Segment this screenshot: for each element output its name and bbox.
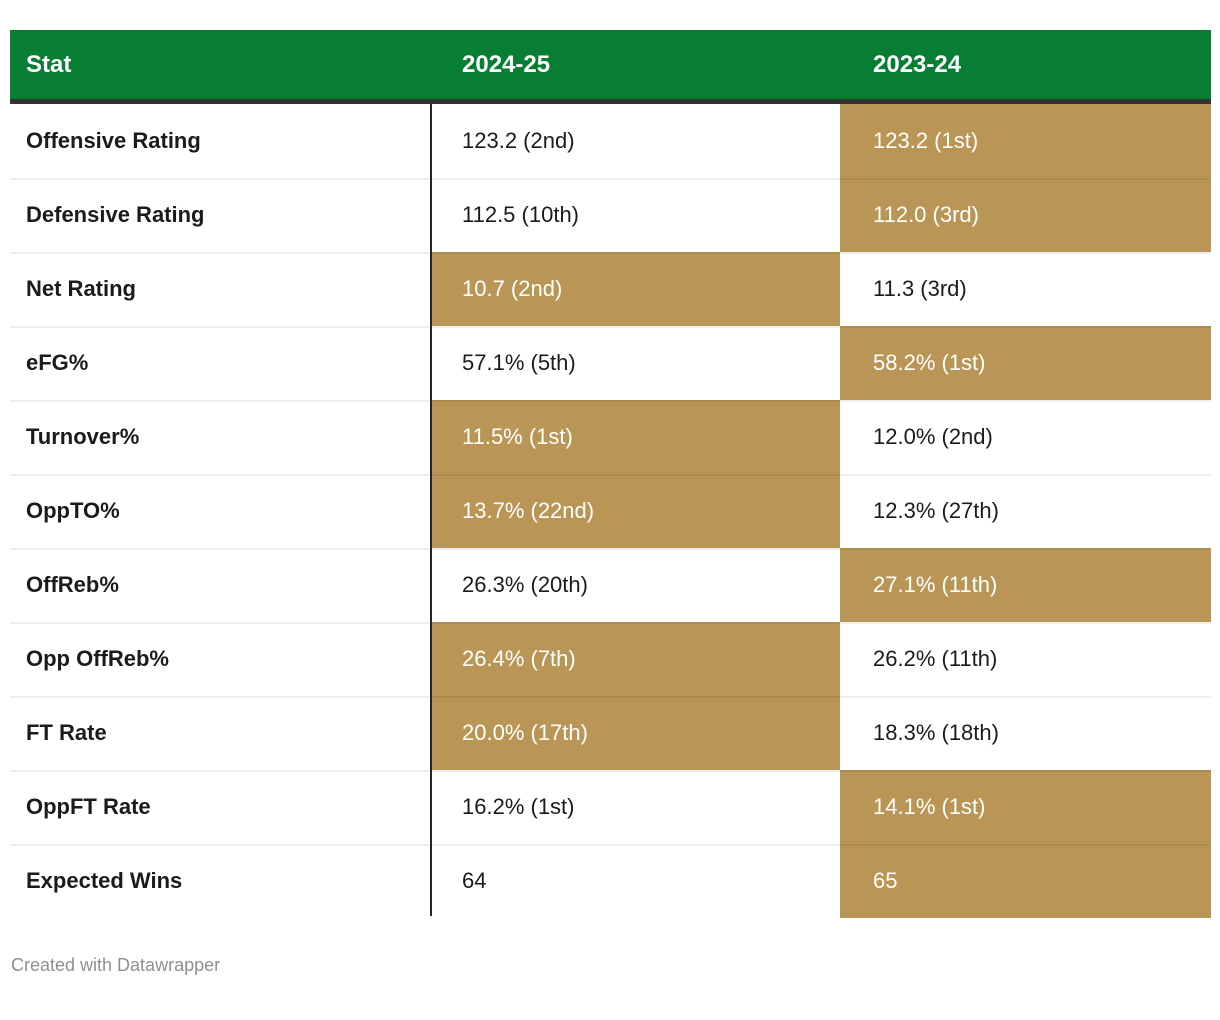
table-row: FT Rate 20.0% (17th) 18.3% (18th) bbox=[10, 696, 1211, 770]
value-cell-2023-24: 27.1% (11th) bbox=[840, 548, 1211, 622]
table-body: Offensive Rating 123.2 (2nd) 123.2 (1st)… bbox=[10, 104, 1211, 918]
stat-cell: OppFT Rate bbox=[10, 770, 431, 844]
stat-cell: Defensive Rating bbox=[10, 178, 431, 252]
value-cell-2023-24: 112.0 (3rd) bbox=[840, 178, 1211, 252]
value-cell-2023-24: 58.2% (1st) bbox=[840, 326, 1211, 400]
table-row: Opp OffReb% 26.4% (7th) 26.2% (11th) bbox=[10, 622, 1211, 696]
stat-cell: OppTO% bbox=[10, 474, 431, 548]
stat-cell: Opp OffReb% bbox=[10, 622, 431, 696]
stat-cell: Net Rating bbox=[10, 252, 431, 326]
value-cell-2024-25: 26.3% (20th) bbox=[431, 548, 840, 622]
table-row: OppTO% 13.7% (22nd) 12.3% (27th) bbox=[10, 474, 1211, 548]
table-row: eFG% 57.1% (5th) 58.2% (1st) bbox=[10, 326, 1211, 400]
column-header-2023-24: 2023-24 bbox=[873, 50, 962, 78]
value-cell-2023-24: 18.3% (18th) bbox=[840, 696, 1211, 770]
value-cell-2024-25: 20.0% (17th) bbox=[431, 696, 840, 770]
value-cell-2024-25: 13.7% (22nd) bbox=[431, 474, 840, 548]
value-cell-2024-25: 112.5 (10th) bbox=[431, 178, 840, 252]
table-row: Expected Wins 64 65 bbox=[10, 844, 1211, 918]
column-divider-line bbox=[430, 104, 432, 916]
datawrapper-credit: Created with Datawrapper bbox=[11, 955, 221, 975]
stat-cell: Offensive Rating bbox=[26, 128, 201, 153]
table-row: Net Rating 10.7 (2nd) 11.3 (3rd) bbox=[10, 252, 1211, 326]
value-cell-2024-25: 11.5% (1st) bbox=[431, 400, 840, 474]
table-row: OppFT Rate 16.2% (1st) 14.1% (1st) bbox=[10, 770, 1211, 844]
value-cell-2023-24: 123.2 (1st) bbox=[840, 104, 1211, 178]
stat-cell: FT Rate bbox=[10, 696, 431, 770]
stat-cell: Turnover% bbox=[10, 400, 431, 474]
value-cell-2023-24: 12.0% (2nd) bbox=[840, 400, 1211, 474]
stat-cell: Expected Wins bbox=[10, 844, 431, 918]
table-row: Defensive Rating 112.5 (10th) 112.0 (3rd… bbox=[10, 178, 1211, 252]
value-cell-2024-25: 16.2% (1st) bbox=[431, 770, 840, 844]
table-header: Stat 2024-25 2023-24 bbox=[10, 30, 1211, 99]
value-cell-2024-25: 123.2 (2nd) bbox=[462, 128, 575, 153]
value-cell-2024-25: 10.7 (2nd) bbox=[431, 252, 840, 326]
value-cell-2023-24: 65 bbox=[840, 844, 1211, 918]
column-header-2024-25: 2024-25 bbox=[462, 50, 551, 78]
stat-cell: eFG% bbox=[10, 326, 431, 400]
stat-cell: OffReb% bbox=[10, 548, 431, 622]
value-cell-2024-25: 57.1% (5th) bbox=[431, 326, 840, 400]
stats-table: Stat 2024-25 2023-24 Offensive Rating 12… bbox=[10, 30, 1211, 918]
header-underline bbox=[10, 99, 1211, 104]
table-row: OffReb% 26.3% (20th) 27.1% (11th) bbox=[10, 548, 1211, 622]
value-cell-2023-24: 26.2% (11th) bbox=[840, 622, 1211, 696]
column-header-stat: Stat bbox=[26, 50, 72, 78]
value-cell-2023-24: 12.3% (27th) bbox=[840, 474, 1211, 548]
value-cell-2023-24: 14.1% (1st) bbox=[840, 770, 1211, 844]
value-cell-2024-25: 26.4% (7th) bbox=[431, 622, 840, 696]
value-cell-2024-25: 64 bbox=[431, 844, 840, 918]
table-row: Turnover% 11.5% (1st) 12.0% (2nd) bbox=[10, 400, 1211, 474]
table-row: Offensive Rating 123.2 (2nd) 123.2 (1st) bbox=[10, 104, 1211, 178]
value-cell-2023-24: 11.3 (3rd) bbox=[840, 252, 1211, 326]
